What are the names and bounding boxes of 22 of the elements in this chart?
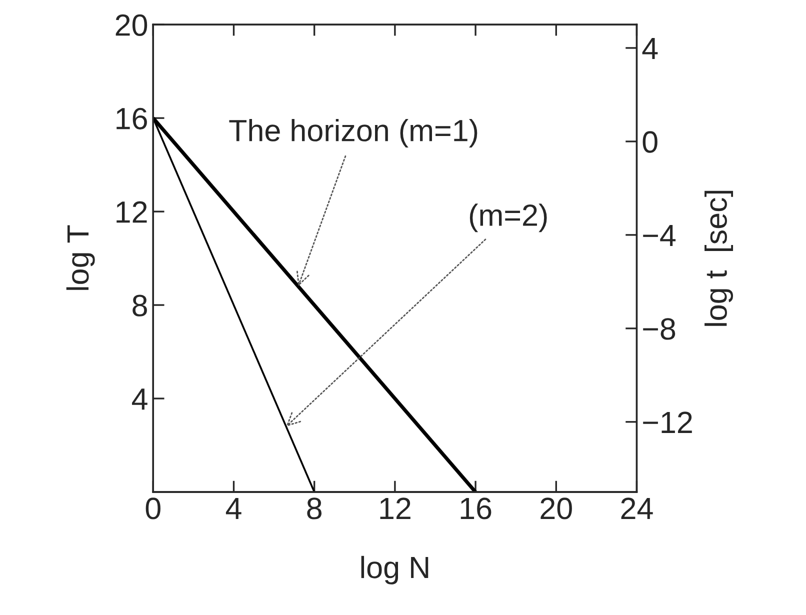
x-tick-label: 4 (226, 498, 242, 520)
x-tick-label: 8 (307, 498, 322, 520)
y2-tick-label: 4 (642, 38, 658, 60)
y2-tick-label: −4 (643, 224, 676, 246)
y-tick-label: 16 (116, 108, 147, 130)
y2-tick-label: −12 (643, 412, 692, 433)
x-tick-label: 20 (540, 498, 572, 520)
annotation: (m=2) (470, 204, 547, 232)
x-tick-label: 12 (380, 498, 410, 520)
y-tick-label: 20 (116, 14, 148, 36)
x-tick-label: 0 (146, 498, 160, 520)
x-tick-label: 16 (460, 498, 492, 520)
y-axis-title: log T (66, 225, 95, 290)
x-axis-title: log N (361, 556, 428, 584)
y-tick-label: 12 (116, 201, 147, 223)
y-tick-label: 8 (132, 294, 147, 316)
x-tick-label: 24 (621, 498, 653, 520)
y2-tick-label: 0 (642, 131, 658, 153)
y-tick-label: 4 (132, 388, 148, 410)
y2-tick-label: −8 (643, 318, 676, 340)
annotation: The horizon (m=1) (229, 118, 478, 148)
y2-axis-title: log t [sec] (704, 190, 734, 326)
